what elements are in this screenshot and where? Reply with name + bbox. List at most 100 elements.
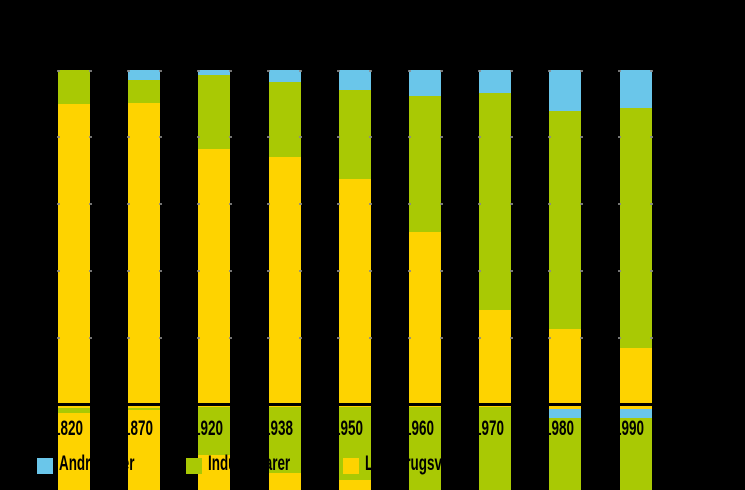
gridline-stub — [299, 203, 303, 206]
gridline-stub — [407, 203, 411, 206]
gridline-stub — [477, 203, 481, 206]
gridline-stub — [579, 336, 583, 339]
lower-bar-segment — [549, 418, 582, 490]
bar-segment-andre-varer — [198, 70, 231, 76]
gridline-stub — [267, 269, 271, 272]
gridline-stub — [267, 69, 271, 72]
lower-bar-segment — [198, 455, 231, 490]
gridline-stub — [196, 69, 200, 72]
gridline-stub — [618, 69, 622, 72]
x-axis-label: 1920 — [192, 417, 223, 440]
x-axis-line — [57, 403, 681, 407]
gridline-stub — [650, 336, 654, 339]
gridline-stub — [56, 136, 60, 139]
gridline-stub — [477, 69, 481, 72]
gridline-stub — [509, 69, 513, 72]
gridline-stub — [509, 336, 513, 339]
gridline-stub — [477, 336, 481, 339]
lower-bar-segment — [58, 412, 90, 490]
legend-swatch-industrivarer — [186, 457, 202, 474]
lower-bar-segment — [58, 407, 90, 408]
gridline-stub — [369, 269, 373, 272]
bar-segment-industrivarer — [549, 110, 582, 330]
lower-bar-segment — [128, 408, 161, 410]
gridline-stub — [88, 269, 92, 272]
gridline-stub — [158, 136, 162, 139]
gridline-stub — [369, 136, 373, 139]
gridline-stub — [579, 69, 583, 72]
gridline-stub — [337, 336, 341, 339]
gridline-stub — [228, 336, 232, 339]
gridline-stub — [228, 136, 232, 139]
gridline-stub — [369, 69, 373, 72]
lower-bar-segment — [338, 480, 371, 490]
bar-segment-industrivarer — [268, 82, 301, 157]
legend-swatch-landbrugsvarer — [343, 457, 359, 474]
gridline-stub — [579, 136, 583, 139]
gridline-stub — [407, 269, 411, 272]
gridline-stub — [439, 269, 443, 272]
bar-segment-landbrugsvarer — [338, 179, 371, 407]
lower-bar-segment — [128, 410, 161, 490]
gridline-stub — [158, 69, 162, 72]
gridline-stub — [337, 269, 341, 272]
gridline-stub — [509, 136, 513, 139]
gridline-stub — [88, 336, 92, 339]
gridline-stub — [56, 69, 60, 72]
bar-segment-andre-varer — [619, 70, 652, 108]
gridline-stub — [196, 136, 200, 139]
lower-bar-segment — [198, 407, 231, 455]
gridline-stub — [579, 203, 583, 206]
lower-bar-segment — [619, 407, 652, 409]
x-axis-label: 1938 — [263, 417, 294, 440]
gridline-stub — [299, 269, 303, 272]
bar-segment-landbrugsvarer — [128, 102, 161, 407]
lower-bar-segment — [268, 407, 301, 473]
gridline-stub — [579, 269, 583, 272]
gridline-stub — [618, 269, 622, 272]
gridline-stub — [267, 136, 271, 139]
gridline-stub — [618, 136, 622, 139]
gridline-stub — [228, 269, 232, 272]
gridline-stub — [509, 203, 513, 206]
gridline-stub — [509, 269, 513, 272]
gridline-stub — [477, 136, 481, 139]
gridline-stub — [407, 336, 411, 339]
gridline-stub — [618, 203, 622, 206]
gridline-stub — [369, 203, 373, 206]
lower-bar-segment — [549, 408, 582, 418]
legend-swatch-andre-varer — [37, 457, 53, 474]
lower-bar-segment — [58, 408, 90, 413]
gridline-stub — [126, 269, 130, 272]
gridline-stub — [547, 203, 551, 206]
legend-label: Andre varer — [59, 452, 135, 475]
bar-segment-landbrugsvarer — [58, 103, 90, 407]
gridline-stub — [196, 269, 200, 272]
gridline-stub — [407, 136, 411, 139]
gridline-stub — [126, 203, 130, 206]
bar-segment-industrivarer — [409, 95, 441, 233]
x-axis-label: 1950 — [333, 417, 364, 440]
bar-segment-industrivarer — [198, 75, 231, 150]
gridline-stub — [88, 136, 92, 139]
legend-label: Industrivarer — [208, 452, 291, 475]
lower-bar-segment — [479, 407, 512, 490]
gridline-stub — [196, 203, 200, 206]
bar-segment-landbrugsvarer — [619, 348, 652, 407]
bar-segment-andre-varer — [338, 70, 371, 91]
gridline-stub — [299, 336, 303, 339]
gridline-stub — [228, 69, 232, 72]
gridline-stub — [547, 336, 551, 339]
x-axis-label: 1820 — [52, 417, 83, 440]
x-axis-label: 1980 — [543, 417, 574, 440]
x-axis-label: 1960 — [403, 417, 434, 440]
gridline-stub — [439, 136, 443, 139]
bar-segment-industrivarer — [58, 70, 90, 104]
gridline-stub — [439, 69, 443, 72]
bar-segment-industrivarer — [128, 80, 161, 103]
x-axis-label: 1870 — [122, 417, 153, 440]
x-axis-label: 1970 — [473, 417, 504, 440]
gridline-stub — [56, 269, 60, 272]
gridline-stub — [158, 269, 162, 272]
gridline-stub — [88, 203, 92, 206]
